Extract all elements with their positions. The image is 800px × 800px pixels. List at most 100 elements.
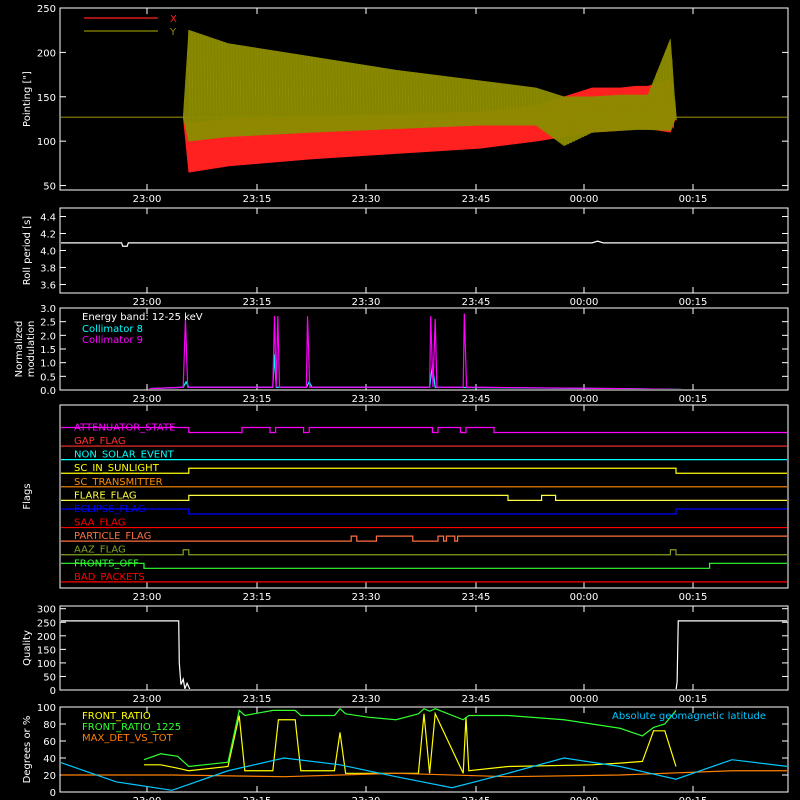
- series-y-oscillation: [311, 56, 314, 133]
- series-y-oscillation: [515, 85, 518, 126]
- flag-line-eclipse-flag: [61, 508, 787, 515]
- y-tick-label: 3.8: [40, 264, 56, 275]
- series-y-oscillation: [467, 79, 470, 126]
- x-tick-label: 23:30: [352, 194, 381, 205]
- series-front-ratio: [144, 711, 677, 774]
- series-collimator-9: [149, 313, 682, 389]
- series-y-oscillation: [545, 90, 548, 133]
- series-y-oscillation: [626, 94, 629, 131]
- series-y-oscillation: [557, 94, 560, 142]
- y-tick-label: 250: [37, 618, 56, 629]
- x-tick-label: 00:00: [570, 796, 599, 800]
- y-tick-label: 2.0: [40, 331, 56, 342]
- series-y-oscillation: [371, 66, 374, 130]
- series-y-oscillation: [512, 84, 515, 126]
- series-y-oscillation: [275, 51, 278, 135]
- series-y-oscillation: [353, 63, 356, 131]
- series-y-oscillation: [629, 94, 632, 131]
- series-y-oscillation: [461, 78, 464, 126]
- flag-line-particle-flag: [61, 535, 787, 542]
- panel-roll: 23:00 23:15 23:30 23:45 00:00 00:15 3.6 3.8 4.0 4…: [22, 207, 789, 308]
- series-y-oscillation: [656, 73, 659, 130]
- series-y-oscillation: [650, 87, 653, 130]
- series-y-oscillation: [206, 36, 209, 140]
- y-tick-label: 100: [37, 659, 56, 670]
- series-y-oscillation: [305, 55, 308, 133]
- series-y-oscillation: [485, 81, 488, 126]
- series-y-oscillation: [533, 87, 536, 126]
- series-y-oscillation: [254, 47, 257, 136]
- x-tick-label: 23:15: [243, 194, 272, 205]
- series-y-oscillation: [368, 65, 371, 130]
- y-axis-label: Flags: [22, 483, 33, 509]
- series-y-oscillation: [212, 38, 215, 139]
- series-y-oscillation: [269, 50, 272, 135]
- series-y-oscillation: [416, 72, 419, 128]
- series-y-oscillation: [323, 58, 326, 132]
- flag-label-non-solar-event: NON_SOLAR_EVENT: [74, 450, 175, 461]
- series-y-oscillation: [641, 94, 644, 130]
- series-y-oscillation: [308, 56, 311, 133]
- legend-label-x: X: [170, 14, 177, 25]
- axes-frame: [59, 706, 789, 793]
- series-y-oscillation: [560, 95, 563, 144]
- series-y-oscillation: [260, 48, 263, 136]
- series-y-oscillation: [320, 58, 323, 132]
- x-tick-label: 00:15: [679, 694, 708, 705]
- series-y-oscillation: [620, 94, 623, 131]
- x-tick-label: 23:45: [462, 694, 491, 705]
- y-tick-label: 150: [37, 93, 56, 104]
- series-y-oscillation: [299, 54, 302, 133]
- series-y-oscillation: [197, 33, 200, 141]
- x-tick-label: 23:30: [352, 796, 381, 800]
- x-tick-label: 23:45: [462, 394, 491, 405]
- panel-ratios: 23:00 23:15 23:30 23:45 00:00 00:15 0 20 40 60 80 1…: [22, 703, 789, 800]
- series-y-oscillation: [296, 54, 299, 134]
- series-y-oscillation: [407, 71, 410, 129]
- series-y-oscillation: [632, 94, 635, 130]
- flag-label-gap-flag: GAP_FLAG: [74, 436, 126, 447]
- series-y-oscillation: [440, 75, 443, 127]
- y-tick-label: 80: [43, 720, 56, 731]
- series-y-oscillation: [329, 59, 332, 132]
- series-y-oscillation: [551, 92, 554, 137]
- series-y-oscillation: [221, 41, 224, 138]
- series-y-oscillation: [233, 44, 236, 137]
- x-tick-label: 23:15: [243, 694, 272, 705]
- x-tick-label: 23:00: [133, 592, 162, 603]
- series-y-oscillation: [509, 84, 512, 126]
- series-y-oscillation: [257, 48, 260, 136]
- series-y-oscillation: [200, 34, 203, 140]
- series-front-ratio-1225: [143, 708, 677, 768]
- series-y-oscillation: [431, 74, 434, 128]
- series-y-oscillation: [242, 45, 245, 136]
- legend-label-max-det-vs-tot: MAX_DET_VS_TOT: [82, 733, 174, 744]
- series-y-oscillation: [548, 91, 551, 135]
- series-y-oscillation: [542, 90, 545, 131]
- series-y-oscillation: [404, 71, 407, 129]
- series-y-oscillation: [470, 79, 473, 126]
- flag-label-fronts-off: FRONTS_OFF: [74, 558, 139, 569]
- series-y-oscillation: [266, 49, 269, 135]
- series-y-oscillation: [614, 95, 617, 131]
- flag-label-sc-in-sunlight: SC_IN_SUNLIGHT: [74, 463, 160, 474]
- y-tick-label: 100: [37, 703, 56, 714]
- series-y-oscillation: [617, 95, 620, 131]
- series-y-oscillation: [326, 59, 329, 132]
- panel-quality: 23:00 23:15 23:30 23:45 00:00 00:15 0 50 100 150 2…: [22, 605, 789, 705]
- flag-label-eclipse-flag: ECLIPSE_FLAG: [74, 504, 145, 515]
- series-y-oscillation: [392, 69, 395, 129]
- y-tick-label: 0.0: [40, 386, 56, 397]
- y-tick-label: 0: [50, 686, 56, 697]
- series-y-oscillation: [377, 67, 380, 130]
- series-y-oscillation: [527, 86, 530, 126]
- series-y-oscillation: [602, 96, 605, 132]
- axes-frame: [59, 605, 789, 691]
- series-y-oscillation: [194, 32, 197, 141]
- series-y-oscillation: [218, 40, 221, 138]
- x-tick-label: 23:45: [462, 796, 491, 800]
- series-y-oscillation: [437, 75, 440, 127]
- series-y-oscillation: [332, 60, 335, 132]
- legend-label-collimator-8: Collimator 8: [82, 324, 143, 335]
- series-y-oscillation: [302, 55, 305, 133]
